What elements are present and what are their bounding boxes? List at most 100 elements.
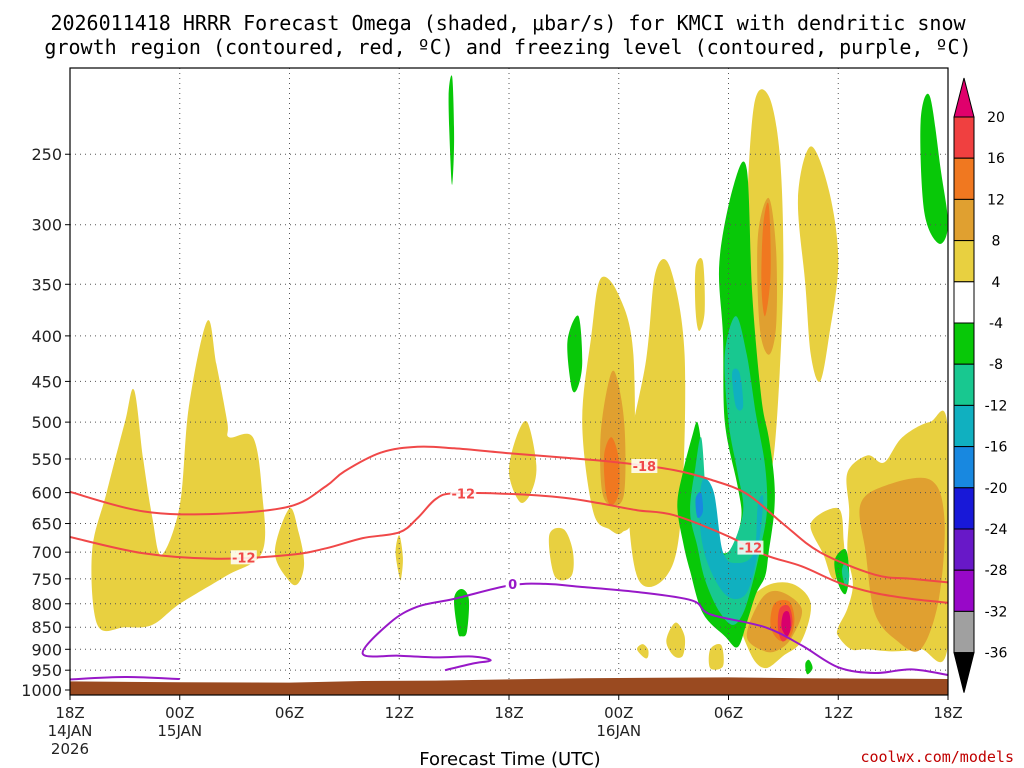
isotherm-label-bg-0-0 — [230, 550, 257, 565]
isotherm-label-0-2: -12 — [739, 542, 763, 557]
omega-region-10 — [797, 146, 839, 382]
credit-text: coolwx.com/models — [860, 748, 1014, 766]
y-tick-label-12: 850 — [31, 618, 62, 637]
y-tick-label-6: 550 — [31, 450, 62, 469]
omega-region-25 — [781, 611, 791, 637]
y-tick-label-15: 1000 — [21, 681, 62, 700]
y-tick-label-9: 700 — [31, 543, 62, 562]
colorbar-label-3: 8 — [992, 234, 1001, 250]
colorbar-segment-0 — [953, 116, 975, 159]
omega-region-15 — [636, 644, 649, 659]
omega-region-0 — [91, 320, 266, 632]
y-axis: 250 300 350 400 450 500 550 600 650 700 750 800 850 9… — [21, 145, 70, 700]
y-tick-label-1: 300 — [31, 216, 62, 235]
freezing-level-left — [70, 675, 180, 681]
isotherm--12 — [70, 491, 948, 604]
omega-region-20 — [859, 477, 945, 652]
omega-region-14 — [708, 643, 724, 670]
y-tick-label-8: 650 — [31, 515, 62, 534]
y-tick-label-4: 450 — [31, 372, 62, 391]
colorbar-label-8: -16 — [985, 440, 1008, 456]
colorbar-segment-2 — [953, 198, 975, 242]
x-tick-label-7: 12Z — [824, 704, 853, 722]
colorbar-label-1: 16 — [987, 151, 1005, 167]
colorbar-label-10: -24 — [985, 522, 1008, 538]
x-tick-label-5: 00Z — [604, 704, 633, 722]
colorbar-segment-8 — [953, 446, 975, 489]
isotherm-label-bg-0-1 — [450, 486, 477, 501]
x-tick-label-3: 12Z — [385, 704, 414, 722]
x-axis-label: Forecast Time (UTC) — [419, 749, 600, 768]
y-tick-label-14: 950 — [31, 661, 62, 680]
colorbar-label-2: 12 — [987, 192, 1005, 208]
omega-region-4 — [548, 527, 574, 581]
terrain — [70, 677, 948, 695]
colorbar-top-arrow — [953, 77, 975, 118]
y-tick-label-13: 900 — [31, 640, 62, 659]
colorbar-label-4: 4 — [992, 275, 1001, 291]
x-tick-year-0: 2026 — [51, 740, 89, 758]
omega-region-23 — [761, 202, 771, 317]
omega-region-31 — [448, 75, 455, 185]
omega-region-37 — [695, 492, 704, 519]
x-tick-date-5: 16JAN — [596, 722, 641, 740]
plot-area: -12 -12 -12 -18 0 — [70, 68, 948, 695]
chart-title-line-1: 2026011418 HRRR Forecast Omega (shaded, … — [50, 11, 966, 35]
y-tick-label-11: 800 — [31, 595, 62, 614]
terrain-ground — [70, 677, 948, 695]
x-tick-label-0: 18Z — [55, 704, 84, 722]
colorbar: 20 16 12 8 4 -4 -8 -12 -16 -20 -24 -28 -32 -36 — [953, 77, 1008, 693]
y-tick-label-10: 750 — [31, 570, 62, 589]
x-tick-label-1: 00Z — [165, 704, 194, 722]
omega-region-35 — [699, 478, 764, 600]
colorbar-segment-6 — [953, 363, 975, 406]
colorbar-label-13: -36 — [985, 646, 1008, 662]
colorbar-segment-1 — [953, 157, 975, 200]
chart-title-line-2: growth region (contoured, red, ºC) and f… — [44, 35, 971, 59]
omega-region-21 — [603, 437, 620, 506]
isotherm--18 — [70, 445, 948, 584]
omega-region-3 — [508, 421, 537, 503]
y-tick-label-3: 400 — [31, 327, 62, 346]
x-tick-date-0: 14JAN — [48, 722, 93, 740]
omega-region-26 — [454, 589, 470, 637]
colorbar-label-0: 20 — [987, 110, 1005, 126]
x-tick-label-8: 18Z — [933, 704, 962, 722]
omega-region-36 — [732, 368, 744, 411]
colorbar-label-11: -28 — [985, 563, 1008, 579]
omega-region-6 — [627, 259, 686, 588]
isotherm-label-1-0: -18 — [633, 460, 657, 475]
omega-region-34 — [841, 562, 850, 587]
colorbar-segment-5 — [953, 322, 975, 365]
colorbar-segment-9 — [953, 487, 975, 530]
omega-region-7 — [694, 257, 705, 331]
x-tick-label-2: 06Z — [275, 704, 304, 722]
y-tick-label-5: 500 — [31, 413, 62, 432]
colorbar-label-9: -20 — [985, 481, 1008, 497]
x-tick-date-1: 15JAN — [157, 722, 202, 740]
x-tick-label-6: 06Z — [714, 704, 743, 722]
isotherm-label-0-1: -12 — [452, 487, 476, 502]
omega-region-27 — [567, 315, 583, 393]
colorbar-bottom-arrow — [953, 652, 975, 693]
colorbar-segment-12 — [953, 610, 975, 654]
freezing-level-label: 0 — [508, 578, 517, 593]
colorbar-label-7: -12 — [985, 398, 1008, 414]
omega-region-30 — [920, 94, 948, 244]
colorbar-segment-11 — [953, 569, 975, 612]
colorbar-label-5: -4 — [989, 316, 1003, 332]
y-tick-label-2: 350 — [31, 275, 62, 294]
y-tick-label-0: 250 — [31, 145, 62, 164]
freezing-label-bg — [505, 576, 520, 591]
isotherm-label-bg-1-0 — [631, 459, 658, 474]
colorbar-segment-3 — [953, 240, 975, 283]
colorbar-segment-7 — [953, 404, 975, 448]
colorbar-label-12: -32 — [985, 604, 1008, 620]
x-tick-label-4: 18Z — [494, 704, 523, 722]
colorbar-label-6: -8 — [989, 357, 1003, 373]
y-tick-label-7: 600 — [31, 484, 62, 503]
omega-region-1 — [274, 508, 305, 586]
omega-region-32 — [805, 659, 813, 675]
